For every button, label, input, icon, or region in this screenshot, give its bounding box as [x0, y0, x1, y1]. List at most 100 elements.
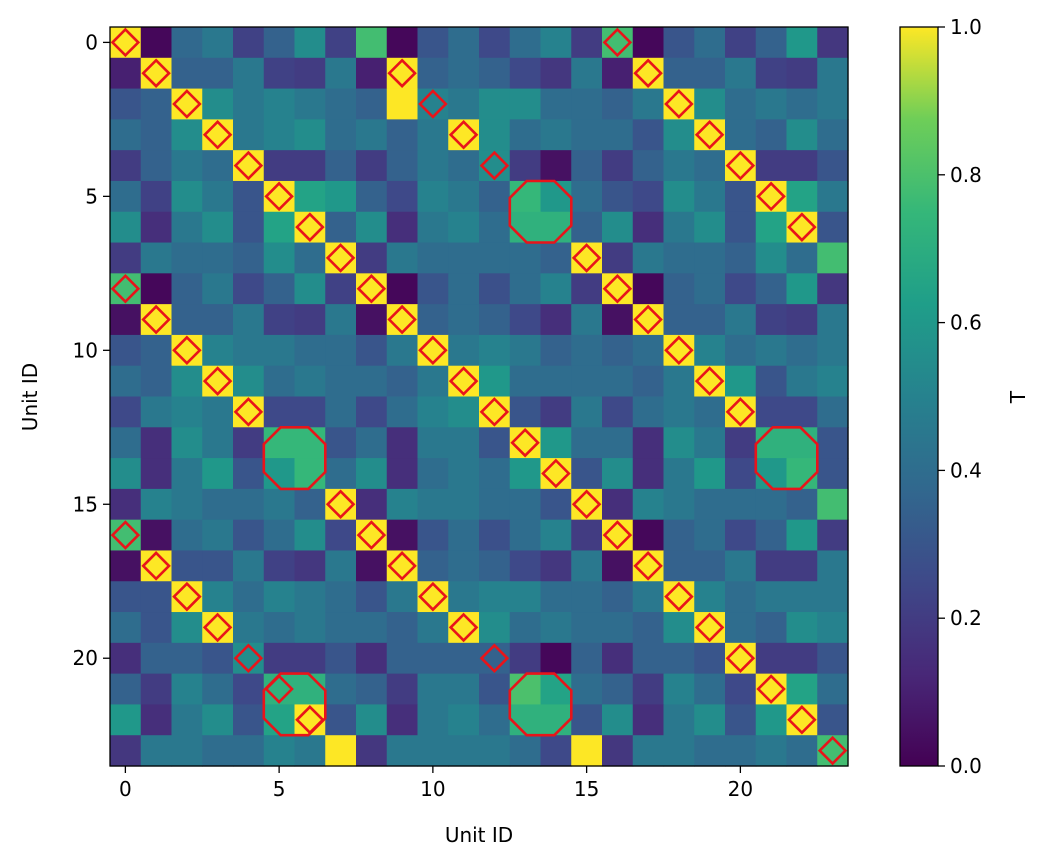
heatmap-cell — [356, 180, 388, 213]
highlight-diamond — [233, 397, 264, 427]
heatmap-cell — [632, 180, 665, 213]
heatmap-cell — [171, 242, 203, 274]
heatmap-cell — [602, 273, 634, 305]
heatmap-cell — [110, 88, 142, 120]
heatmap-cell — [110, 488, 142, 521]
heatmap-cell — [725, 273, 757, 305]
heatmap-cell — [725, 704, 757, 736]
highlight-diamond — [756, 674, 786, 704]
heatmap-cell — [325, 150, 357, 182]
heatmap-cell — [110, 150, 142, 182]
highlight-diamond — [264, 181, 294, 212]
heatmap-cell — [540, 211, 572, 244]
heatmap-cell — [171, 488, 203, 521]
heatmap-cell — [325, 612, 357, 644]
heatmap-cell — [540, 612, 572, 644]
heatmap-cell — [294, 642, 326, 675]
heatmap-cell — [663, 27, 695, 59]
heatmap-cell — [509, 119, 542, 151]
heatmap-cell — [386, 150, 419, 182]
heatmap-cell — [694, 488, 726, 521]
heatmap-cell — [202, 642, 234, 675]
heatmap-cell — [755, 612, 788, 644]
heatmap-cell — [755, 427, 788, 459]
highlight-diamond — [571, 243, 602, 273]
heatmap-cell — [602, 488, 634, 521]
heatmap-cell — [448, 581, 480, 613]
heatmap-cell — [479, 427, 511, 459]
heatmap-cell — [755, 211, 788, 244]
heatmap-cell — [140, 642, 173, 675]
heatmap-cell — [386, 396, 419, 428]
heatmap-cell — [479, 673, 511, 706]
heatmap-cell — [263, 488, 296, 521]
heatmap-cell — [540, 88, 572, 120]
heatmap-cell — [817, 704, 849, 736]
heatmap-cell — [263, 180, 296, 213]
heatmap-cell — [540, 57, 572, 90]
heatmap-cell — [294, 273, 326, 305]
heatmap-cell — [356, 550, 388, 582]
heatmap-cell — [571, 735, 603, 767]
heatmap-cell — [694, 273, 726, 305]
heatmap-cell — [110, 427, 142, 459]
heatmap-cell — [110, 550, 142, 582]
heatmap-cell — [725, 57, 757, 90]
heatmap-cell — [202, 581, 234, 613]
heatmap-cell — [602, 180, 634, 213]
heatmap-cell — [509, 550, 542, 582]
heatmap-cell — [602, 519, 634, 552]
heatmap-cell — [448, 211, 480, 244]
heatmap-cell — [233, 150, 265, 182]
heatmap-cell — [602, 581, 634, 613]
heatmap-cell — [263, 334, 296, 367]
y-tick-label: 5 — [85, 184, 98, 208]
heatmap-cell — [325, 581, 357, 613]
heatmap-cell — [140, 211, 173, 244]
heatmap-cell — [571, 365, 603, 398]
heatmap-cell — [263, 642, 296, 675]
heatmap-cell — [786, 304, 818, 336]
heatmap-cell — [448, 88, 480, 120]
heatmap-cell — [202, 242, 234, 274]
heatmap-cell — [540, 273, 572, 305]
heatmap-cell — [755, 273, 788, 305]
heatmap-cell — [632, 242, 665, 274]
heatmap-cell — [663, 119, 695, 151]
heatmap-cell — [233, 704, 265, 736]
highlight-diamond — [725, 643, 756, 674]
heatmap-cell — [479, 735, 511, 767]
heatmap-cell — [110, 612, 142, 644]
heatmap-cell — [817, 550, 849, 582]
highlight-diamond — [141, 58, 171, 88]
heatmap-cell — [755, 396, 788, 428]
highlight-diamond — [448, 612, 479, 643]
heatmap-cell — [571, 612, 603, 644]
heatmap-cell — [632, 273, 665, 305]
heatmap-cell — [725, 304, 757, 336]
highlight-diamond — [418, 581, 448, 612]
heatmap-cell — [417, 119, 449, 151]
highlight-diamond — [694, 119, 725, 150]
heatmap-cell — [632, 704, 665, 736]
heatmap-cell — [540, 396, 572, 428]
heatmap-cell — [448, 735, 480, 767]
x-tick-label: 20 — [728, 777, 753, 801]
heatmap-cell — [356, 458, 388, 490]
heatmap-cell — [694, 673, 726, 706]
heatmap-cell — [294, 365, 326, 398]
heatmap-cell — [817, 150, 849, 182]
heatmap-cell — [479, 581, 511, 613]
heatmap-cell — [202, 273, 234, 305]
heatmap-cell — [479, 334, 511, 367]
heatmap-cell — [417, 334, 449, 367]
highlight-diamond — [356, 520, 387, 550]
heatmap-cell — [540, 119, 572, 151]
heatmap-cell — [479, 57, 511, 90]
heatmap-cell — [663, 488, 695, 521]
highlight-diamond — [664, 89, 694, 119]
heatmap-cell — [571, 150, 603, 182]
heatmap-cell — [786, 27, 818, 59]
heatmap-cell — [325, 57, 357, 90]
heatmap-cell — [602, 458, 634, 490]
